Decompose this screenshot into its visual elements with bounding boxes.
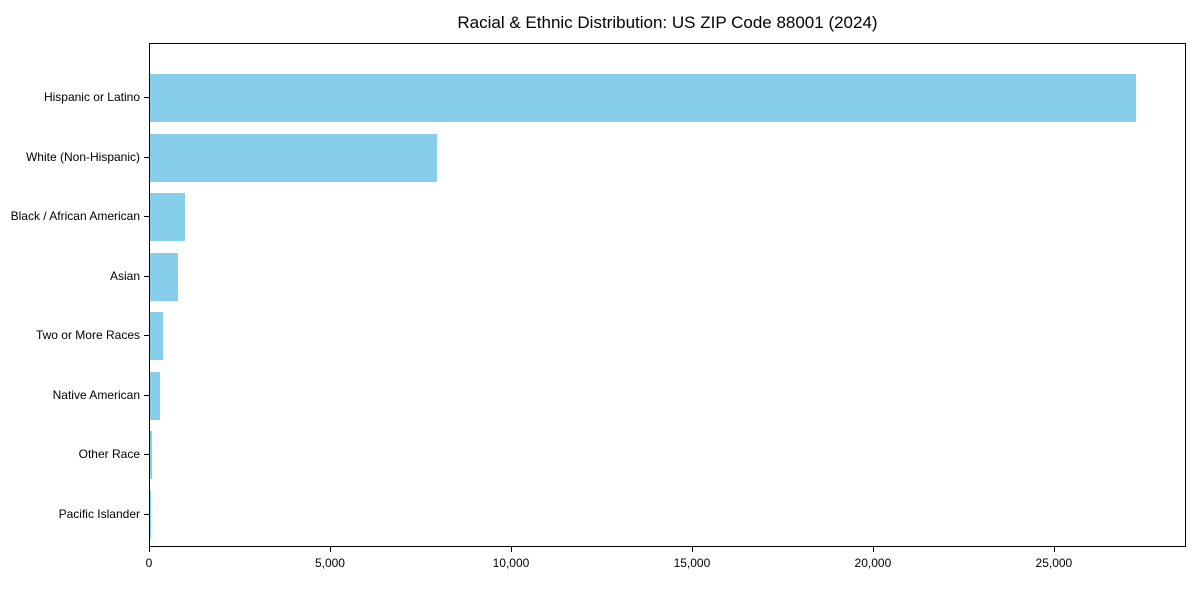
x-axis-tick bbox=[510, 547, 512, 552]
x-axis-tick-label: 25,000 bbox=[1035, 556, 1073, 570]
y-axis-tick bbox=[144, 513, 149, 515]
chart-title: Racial & Ethnic Distribution: US ZIP Cod… bbox=[457, 13, 878, 32]
bar-black-african-american bbox=[150, 193, 186, 241]
bar-native-american bbox=[150, 371, 161, 420]
x-axis-tick bbox=[1053, 547, 1055, 552]
bar-white-non-hispanic bbox=[150, 133, 438, 182]
x-axis-tick-label: 10,000 bbox=[492, 556, 530, 570]
x-axis-tick-label: 15,000 bbox=[673, 556, 711, 570]
x-axis-tick bbox=[691, 547, 693, 552]
y-axis-tick bbox=[144, 216, 149, 217]
y-axis-tick bbox=[144, 394, 149, 396]
plot-area bbox=[149, 43, 1186, 547]
y-axis-label: Pacific Islander bbox=[58, 506, 140, 521]
x-axis-tick-label: 0 bbox=[145, 556, 153, 570]
y-axis-tick bbox=[144, 97, 149, 98]
y-axis-label: Hispanic or Latino bbox=[43, 90, 140, 104]
y-axis-label: Native American bbox=[52, 387, 140, 402]
bar-two-or-more-races bbox=[150, 312, 164, 360]
x-axis-tick bbox=[329, 547, 331, 552]
bar-other-race bbox=[150, 431, 152, 479]
y-axis-label: Two or More Races bbox=[35, 328, 140, 342]
y-axis-label: Black / African American bbox=[10, 209, 140, 223]
x-axis-tick-label: 20,000 bbox=[854, 556, 892, 570]
x-axis-tick-label: 5,000 bbox=[314, 556, 345, 570]
bar-hispanic-or-latino bbox=[150, 74, 1137, 122]
y-axis-tick bbox=[144, 156, 149, 158]
y-axis-label: White (Non-Hispanic) bbox=[25, 149, 140, 164]
x-axis-tick bbox=[149, 547, 150, 552]
y-axis-tick bbox=[144, 275, 149, 277]
y-axis-tick bbox=[144, 454, 149, 455]
y-axis-label: Other Race bbox=[78, 447, 140, 461]
y-axis-label: Asian bbox=[109, 268, 140, 283]
x-axis-tick bbox=[872, 547, 874, 552]
y-axis-tick bbox=[144, 335, 149, 336]
bar-asian bbox=[150, 252, 178, 301]
